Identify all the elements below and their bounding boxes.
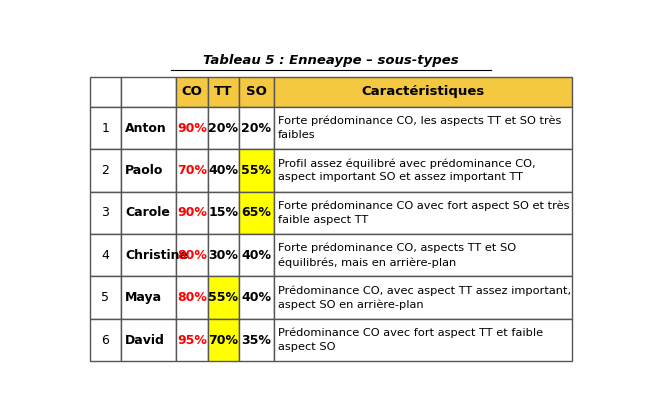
Text: Prédominance CO, avec aspect TT assez important,
aspect SO en arrière-plan: Prédominance CO, avec aspect TT assez im… xyxy=(278,285,571,310)
Bar xyxy=(176,192,208,234)
Text: Caractéristiques: Caractéristiques xyxy=(361,85,484,98)
Bar xyxy=(176,234,208,276)
Text: Paolo: Paolo xyxy=(125,164,163,177)
Text: Forte prédominance CO, aspects TT et SO
équilibrés, mais en arrière-plan: Forte prédominance CO, aspects TT et SO … xyxy=(278,243,516,268)
Text: 55%: 55% xyxy=(241,164,272,177)
Bar xyxy=(273,234,571,276)
Text: 5: 5 xyxy=(101,291,109,304)
Text: Carole: Carole xyxy=(125,206,170,219)
Text: SO: SO xyxy=(246,85,267,98)
Text: 3: 3 xyxy=(101,206,109,219)
Text: 65%: 65% xyxy=(241,206,272,219)
Bar xyxy=(239,192,273,234)
Text: Prédominance CO avec fort aspect TT et faible
aspect SO: Prédominance CO avec fort aspect TT et f… xyxy=(278,328,543,352)
Text: 20%: 20% xyxy=(241,121,272,135)
Text: 80%: 80% xyxy=(177,291,207,304)
Text: 70%: 70% xyxy=(177,164,207,177)
Text: 6: 6 xyxy=(101,334,109,347)
Bar xyxy=(239,149,273,192)
Bar xyxy=(239,276,273,319)
Bar xyxy=(176,319,208,361)
Bar xyxy=(208,319,239,361)
Bar xyxy=(273,76,571,107)
Bar xyxy=(208,107,239,149)
Text: 30%: 30% xyxy=(208,249,238,262)
Text: Tableau 5 : Enneaype – sous-types: Tableau 5 : Enneaype – sous-types xyxy=(203,54,459,67)
Text: 40%: 40% xyxy=(208,164,239,177)
Bar xyxy=(239,234,273,276)
Bar xyxy=(90,149,121,192)
Bar xyxy=(273,319,571,361)
Bar xyxy=(208,192,239,234)
Text: 90%: 90% xyxy=(177,206,207,219)
Text: TT: TT xyxy=(214,85,233,98)
Text: 70%: 70% xyxy=(208,334,239,347)
Bar xyxy=(121,319,176,361)
Bar xyxy=(176,107,208,149)
Bar xyxy=(121,192,176,234)
Text: 40%: 40% xyxy=(241,249,272,262)
Bar xyxy=(90,319,121,361)
Text: 2: 2 xyxy=(101,164,109,177)
Bar xyxy=(90,76,121,107)
Text: 20%: 20% xyxy=(208,121,239,135)
Text: David: David xyxy=(125,334,165,347)
Bar xyxy=(121,234,176,276)
Bar xyxy=(176,276,208,319)
Bar xyxy=(90,192,121,234)
Text: Anton: Anton xyxy=(125,121,166,135)
Text: 95%: 95% xyxy=(177,334,207,347)
Bar xyxy=(208,76,239,107)
Text: 1: 1 xyxy=(101,121,109,135)
Bar xyxy=(121,276,176,319)
Bar xyxy=(273,149,571,192)
Text: CO: CO xyxy=(182,85,203,98)
Bar xyxy=(176,76,208,107)
Text: 80%: 80% xyxy=(177,249,207,262)
Text: 40%: 40% xyxy=(241,291,272,304)
Bar xyxy=(208,276,239,319)
Text: 90%: 90% xyxy=(177,121,207,135)
Text: 4: 4 xyxy=(101,249,109,262)
Bar xyxy=(239,107,273,149)
Text: 15%: 15% xyxy=(208,206,239,219)
Bar xyxy=(273,107,571,149)
Bar xyxy=(239,319,273,361)
Text: 55%: 55% xyxy=(208,291,239,304)
Text: Forte prédominance CO avec fort aspect SO et très
faible aspect TT: Forte prédominance CO avec fort aspect S… xyxy=(278,201,569,225)
Bar xyxy=(208,149,239,192)
Text: Maya: Maya xyxy=(125,291,162,304)
Bar xyxy=(121,76,176,107)
Bar xyxy=(273,192,571,234)
Bar xyxy=(90,276,121,319)
Bar xyxy=(176,149,208,192)
Bar xyxy=(90,107,121,149)
Bar xyxy=(239,76,273,107)
Text: Profil assez équilibré avec prédominance CO,
aspect important SO et assez import: Profil assez équilibré avec prédominance… xyxy=(278,158,535,183)
Bar xyxy=(273,276,571,319)
Bar xyxy=(208,234,239,276)
Bar xyxy=(121,149,176,192)
Bar xyxy=(121,107,176,149)
Bar xyxy=(90,234,121,276)
Text: Christine: Christine xyxy=(125,249,188,262)
Text: 35%: 35% xyxy=(241,334,272,347)
Text: Forte prédominance CO, les aspects TT et SO très
faibles: Forte prédominance CO, les aspects TT et… xyxy=(278,116,561,140)
